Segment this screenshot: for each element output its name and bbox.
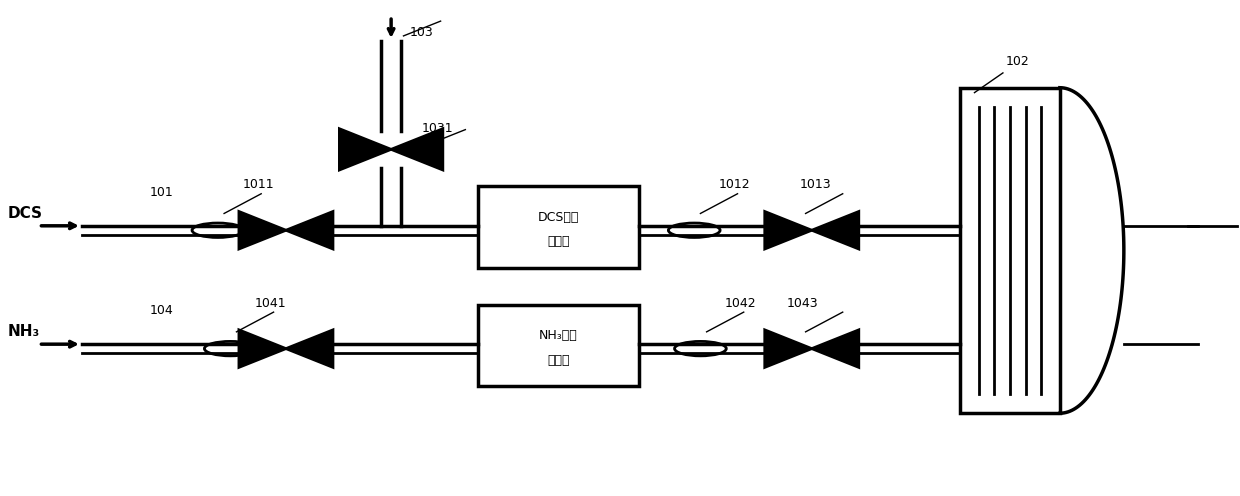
Polygon shape [286, 330, 334, 368]
Text: DCS流量: DCS流量 [537, 211, 579, 224]
Text: 1043: 1043 [787, 297, 818, 310]
Polygon shape [765, 330, 812, 368]
Polygon shape [812, 211, 859, 249]
Text: NH₃: NH₃ [7, 324, 40, 339]
Polygon shape [239, 211, 286, 249]
Text: NH₃流量: NH₃流量 [538, 329, 578, 342]
Text: DCS: DCS [7, 206, 42, 221]
Text: 1011: 1011 [243, 178, 274, 191]
Text: 103: 103 [409, 26, 434, 39]
Polygon shape [286, 211, 334, 249]
Text: 控制器: 控制器 [547, 354, 569, 367]
Polygon shape [340, 129, 391, 170]
Text: 102: 102 [1006, 55, 1029, 68]
Text: 1012: 1012 [719, 178, 750, 191]
Text: 控制器: 控制器 [547, 235, 569, 248]
Text: 104: 104 [150, 304, 174, 317]
Text: 1013: 1013 [800, 178, 831, 191]
Text: 101: 101 [150, 186, 174, 199]
Polygon shape [391, 129, 443, 170]
Text: 1042: 1042 [725, 297, 756, 310]
Polygon shape [239, 330, 286, 368]
Polygon shape [812, 330, 859, 368]
Polygon shape [765, 211, 812, 249]
Text: 1041: 1041 [255, 297, 286, 310]
Text: 1031: 1031 [422, 122, 454, 134]
